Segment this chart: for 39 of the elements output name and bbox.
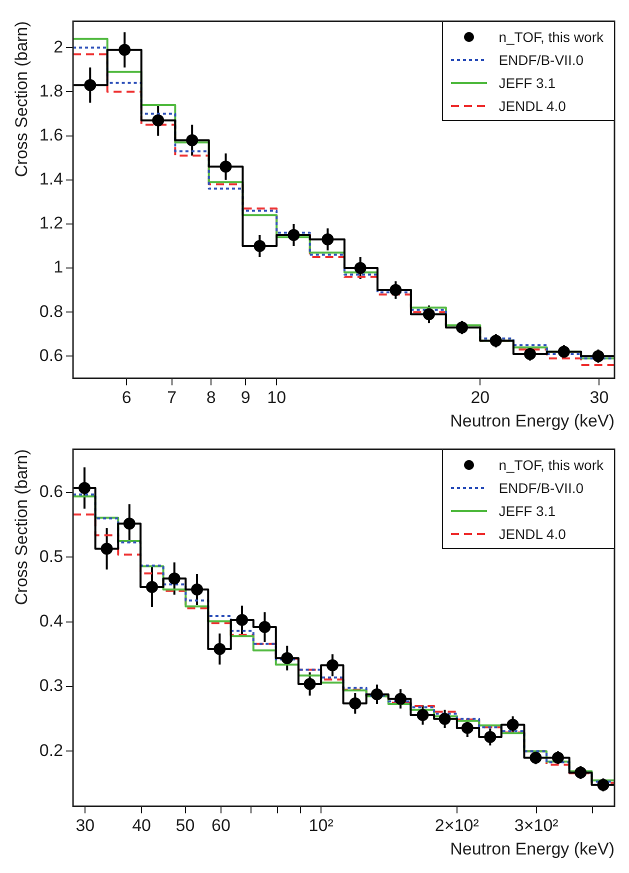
y-tick-label: 2: [54, 37, 64, 56]
x-tick-label: 60: [212, 816, 230, 836]
y-tick-label: 0.4: [39, 612, 64, 631]
y-tick-label: 1.2: [39, 214, 64, 233]
y-tick-label: 0.2: [39, 740, 64, 760]
x-tick-label: 40: [132, 816, 151, 836]
x-tick-label: 9: [240, 388, 250, 408]
legend-label: JEFF 3.1: [498, 502, 556, 519]
x-axis-title: Neutron Energy (keV): [450, 411, 614, 430]
x-tick-label: 8: [206, 388, 216, 408]
x-tick-label: 30: [76, 816, 95, 836]
y-tick-label: 0.6: [39, 482, 64, 502]
x-tick-label: 6: [122, 388, 132, 408]
legend-label: n_TOF, this work: [498, 28, 604, 45]
y-axis-title: Cross Section (barn): [12, 449, 31, 606]
y-tick-label: 1.8: [39, 81, 64, 100]
x-tick-label: 50: [176, 816, 195, 836]
x-axis-title: Neutron Energy (keV): [450, 839, 614, 858]
legend-label: ENDF/B-VII.0: [498, 52, 584, 68]
x-tick-label: 20: [470, 388, 490, 408]
y-tick-label: 0.5: [39, 546, 64, 566]
legend-label: JENDL 4.0: [498, 526, 566, 542]
legend-label: ENDF/B-VII.0: [498, 480, 584, 496]
legend-label: JEFF 3.1: [498, 74, 556, 91]
y-tick-label: 0.3: [39, 676, 64, 696]
x-tick-label: 30: [590, 388, 609, 408]
y-tick-label: 1: [54, 258, 64, 277]
legend-label: n_TOF, this work: [498, 456, 604, 473]
y-tick-label: 0.6: [39, 346, 64, 365]
y-tick-label: 1.6: [39, 125, 64, 144]
y-tick-label: 0.8: [39, 302, 64, 321]
x-tick-label: 2×10²: [434, 816, 480, 836]
y-tick-label: 1.4: [39, 170, 64, 189]
y-axis-title: Cross Section (barn): [12, 21, 31, 178]
x-tick-label: 7: [167, 388, 177, 408]
legend-label: JENDL 4.0: [498, 98, 566, 114]
x-tick-label: 10²: [308, 816, 334, 836]
x-tick-label: 3×10²: [514, 816, 559, 836]
x-tick-label: 10: [267, 388, 286, 408]
